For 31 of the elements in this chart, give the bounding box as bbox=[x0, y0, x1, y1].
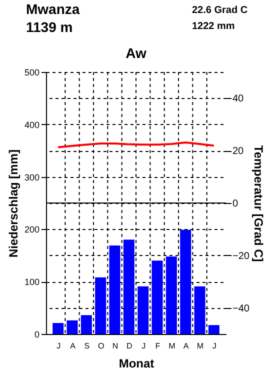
y2-tick-label: 40 bbox=[232, 94, 244, 105]
text: 22.6 Grad C bbox=[192, 5, 248, 16]
y2-tick-label: −40 bbox=[232, 303, 250, 314]
y-axis-title: Niederschlag [mm] bbox=[6, 149, 20, 258]
y2-tick-label: 20 bbox=[232, 146, 244, 158]
y-tick-label: 500 bbox=[24, 68, 40, 78]
x-tick-label: D bbox=[126, 342, 133, 350]
x-tick-label: N bbox=[112, 342, 118, 350]
y-tick-label: 100 bbox=[24, 277, 40, 288]
y-tick-label: 400 bbox=[24, 120, 40, 130]
x-tick-label: J bbox=[212, 342, 216, 350]
text: 1139 m bbox=[26, 19, 73, 35]
x-tick-label: S bbox=[84, 342, 90, 350]
x-tick-label: M bbox=[196, 342, 204, 350]
y-tick-label: 200 bbox=[24, 224, 40, 235]
x-tick-label: M bbox=[168, 342, 176, 350]
y2-tick-label: −20 bbox=[232, 250, 250, 262]
x-tick-label: O bbox=[98, 342, 104, 350]
x-tick-label: A bbox=[183, 342, 190, 350]
x-axis-title: Monat bbox=[118, 356, 154, 370]
y2-axis-title: Temperatur [Grad C] bbox=[251, 145, 266, 262]
y-tick-label: 300 bbox=[24, 172, 40, 182]
text: 1222 mm bbox=[192, 21, 235, 32]
x-tick-label: J bbox=[56, 342, 61, 350]
x-tick-label: J bbox=[142, 342, 146, 350]
y-tick-label: 0 bbox=[34, 330, 40, 340]
chart-title: Aw bbox=[126, 45, 146, 61]
x-tick-label: A bbox=[70, 342, 76, 350]
x-tick-label: F bbox=[155, 342, 160, 350]
text: Mwanza bbox=[26, 1, 80, 17]
y2-tick-label: 0 bbox=[232, 198, 238, 210]
